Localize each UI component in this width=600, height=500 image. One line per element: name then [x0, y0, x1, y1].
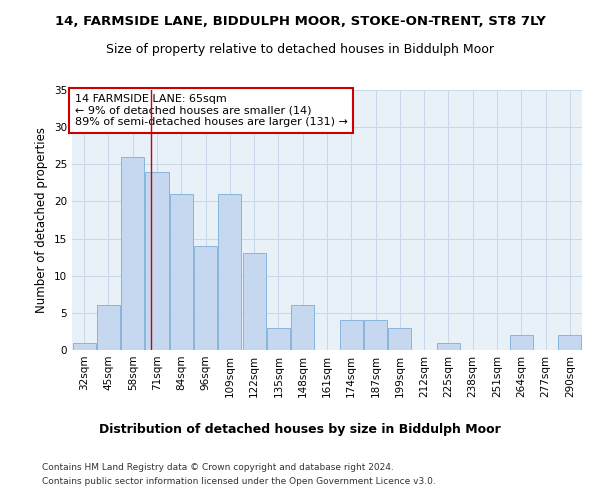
Text: Contains HM Land Registry data © Crown copyright and database right 2024.: Contains HM Land Registry data © Crown c… [42, 462, 394, 471]
Text: Distribution of detached houses by size in Biddulph Moor: Distribution of detached houses by size … [99, 422, 501, 436]
Bar [242, 254, 266, 350]
Bar [194, 246, 217, 350]
Bar [364, 320, 387, 350]
Text: Contains public sector information licensed under the Open Government Licence v3: Contains public sector information licen… [42, 478, 436, 486]
Bar [218, 194, 241, 350]
Bar [145, 172, 169, 350]
Bar [559, 335, 581, 350]
Bar [510, 335, 533, 350]
Text: 14, FARMSIDE LANE, BIDDULPH MOOR, STOKE-ON-TRENT, ST8 7LY: 14, FARMSIDE LANE, BIDDULPH MOOR, STOKE-… [55, 15, 545, 28]
Bar [388, 328, 412, 350]
Bar [437, 342, 460, 350]
Bar [340, 320, 363, 350]
Text: 14 FARMSIDE LANE: 65sqm
← 9% of detached houses are smaller (14)
89% of semi-det: 14 FARMSIDE LANE: 65sqm ← 9% of detached… [74, 94, 347, 127]
Bar [73, 342, 95, 350]
Bar [121, 157, 144, 350]
Bar [291, 306, 314, 350]
Y-axis label: Number of detached properties: Number of detached properties [35, 127, 49, 313]
Bar [170, 194, 193, 350]
Text: Size of property relative to detached houses in Biddulph Moor: Size of property relative to detached ho… [106, 42, 494, 56]
Bar [267, 328, 290, 350]
Bar [97, 306, 120, 350]
